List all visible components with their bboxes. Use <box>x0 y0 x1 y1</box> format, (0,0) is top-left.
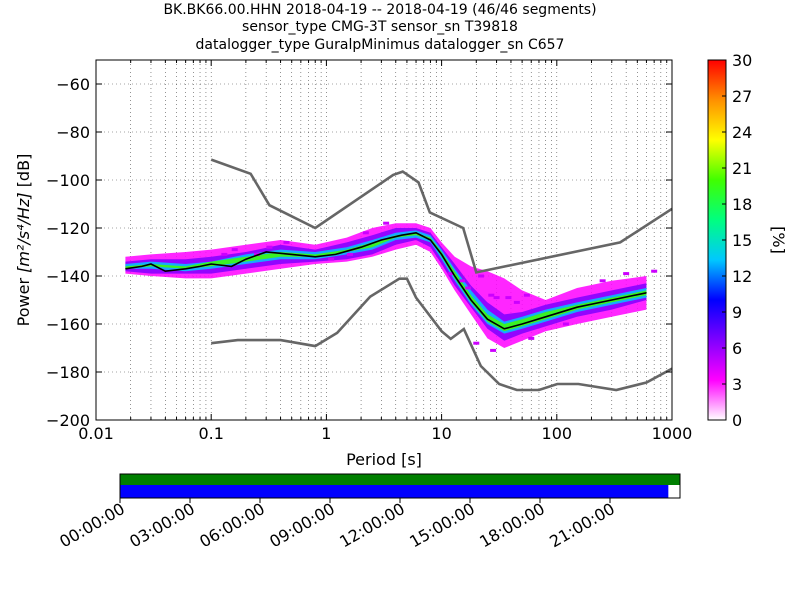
density-cell <box>562 322 569 326</box>
x-axis-label: Period [s] <box>346 450 422 469</box>
timeline-tick-label: 12:00:00 <box>336 499 408 551</box>
density-cell <box>328 257 335 261</box>
x-tick-label: 0.01 <box>78 424 114 443</box>
colorbar-tick-label: 6 <box>732 339 742 358</box>
x-tick-label: 1 <box>321 424 331 443</box>
y-tick-label: −80 <box>56 123 90 142</box>
timeline-tick-label: 09:00:00 <box>266 499 338 551</box>
x-tick-label: 10 <box>431 424 451 443</box>
density-cell <box>458 279 465 283</box>
density-cell <box>513 300 520 304</box>
timeline-tick-label: 21:00:00 <box>546 499 618 551</box>
y-tick-label: −140 <box>46 267 90 286</box>
density-cell <box>490 348 497 352</box>
colorbar-label: [%] <box>769 226 788 254</box>
timeline-tick-label: 03:00:00 <box>126 499 198 551</box>
mode-line <box>125 231 647 330</box>
density-cell <box>623 272 630 276</box>
timeline: 00:00:0003:00:0006:00:0009:00:0012:00:00… <box>56 473 681 551</box>
colorbar-tick-label: 24 <box>732 123 752 142</box>
x-tick-label: 100 <box>542 424 573 443</box>
ppsd-plot: 0.01 0.1 1 10 100 1000 −200 −180 −160 −140 −120 −10… <box>14 59 693 469</box>
colorbar-tick-label: 27 <box>732 87 752 106</box>
y-axis-label: Power [m²/s⁴/Hz] [dB] <box>14 154 33 327</box>
timeline-tick-label: 18:00:00 <box>476 499 548 551</box>
density-cell <box>478 274 485 278</box>
density-cell <box>383 221 390 225</box>
colorbar-tick-label: 15 <box>732 231 752 250</box>
chart-title-line2: sensor_type CMG-3T sensor_sn T39818 <box>242 19 518 35</box>
colorbar-tick-label: 12 <box>732 267 752 286</box>
y-tick-label: −200 <box>46 411 90 430</box>
colorbar: 0 3 6 9 12 15 18 21 24 27 30 [%] <box>707 51 788 430</box>
timeline-tick-label: 06:00:00 <box>196 499 268 551</box>
density-cell <box>362 231 369 235</box>
x-tick-label: 1000 <box>652 424 693 443</box>
density-cell <box>447 272 454 276</box>
density-cell <box>651 269 658 273</box>
density-cell <box>283 240 290 244</box>
timeline-segment <box>120 485 669 498</box>
plot-frame <box>95 59 673 421</box>
chart-title-line3: datalogger_type GuralpMinimus datalogger… <box>195 37 565 53</box>
chart-title-line1: BK.BK66.00.HHN 2018-04-19 -- 2018-04-19 … <box>163 2 597 18</box>
x-tick-label: 0.1 <box>198 424 223 443</box>
colorbar-tick-label: 0 <box>732 411 742 430</box>
timeline-tick-label: 15:00:00 <box>406 499 478 551</box>
density-cell <box>493 296 500 300</box>
density-cell <box>488 293 495 297</box>
density-cell <box>505 296 512 300</box>
density-cell <box>266 245 273 249</box>
colorbar-tick-label: 18 <box>732 195 752 214</box>
timeline-segment <box>120 474 680 485</box>
noise-model-nlnm <box>211 277 673 392</box>
noise-model-nhnm <box>210 158 673 274</box>
colorbar-tick-label: 21 <box>732 159 752 178</box>
density-cell <box>231 248 238 252</box>
density-cell <box>465 286 472 290</box>
y-tick-label: −120 <box>46 219 90 238</box>
y-tick-label: −160 <box>46 315 90 334</box>
y-tick-label: −100 <box>46 171 90 190</box>
colorbar-tick-label: 30 <box>732 51 752 70</box>
colorbar-tick-label: 9 <box>732 303 742 322</box>
y-tick-label: −60 <box>56 75 90 94</box>
timeline-tick-label: 00:00:00 <box>56 499 128 551</box>
density-cell <box>599 279 606 283</box>
density-cell <box>221 252 228 256</box>
colorbar-tick-label: 3 <box>732 375 742 394</box>
density-cell <box>528 336 535 340</box>
density-cell <box>346 252 353 256</box>
density-band <box>125 232 647 332</box>
density-cell <box>523 293 530 297</box>
density-cell <box>473 341 480 345</box>
y-tick-label: −180 <box>46 363 90 382</box>
